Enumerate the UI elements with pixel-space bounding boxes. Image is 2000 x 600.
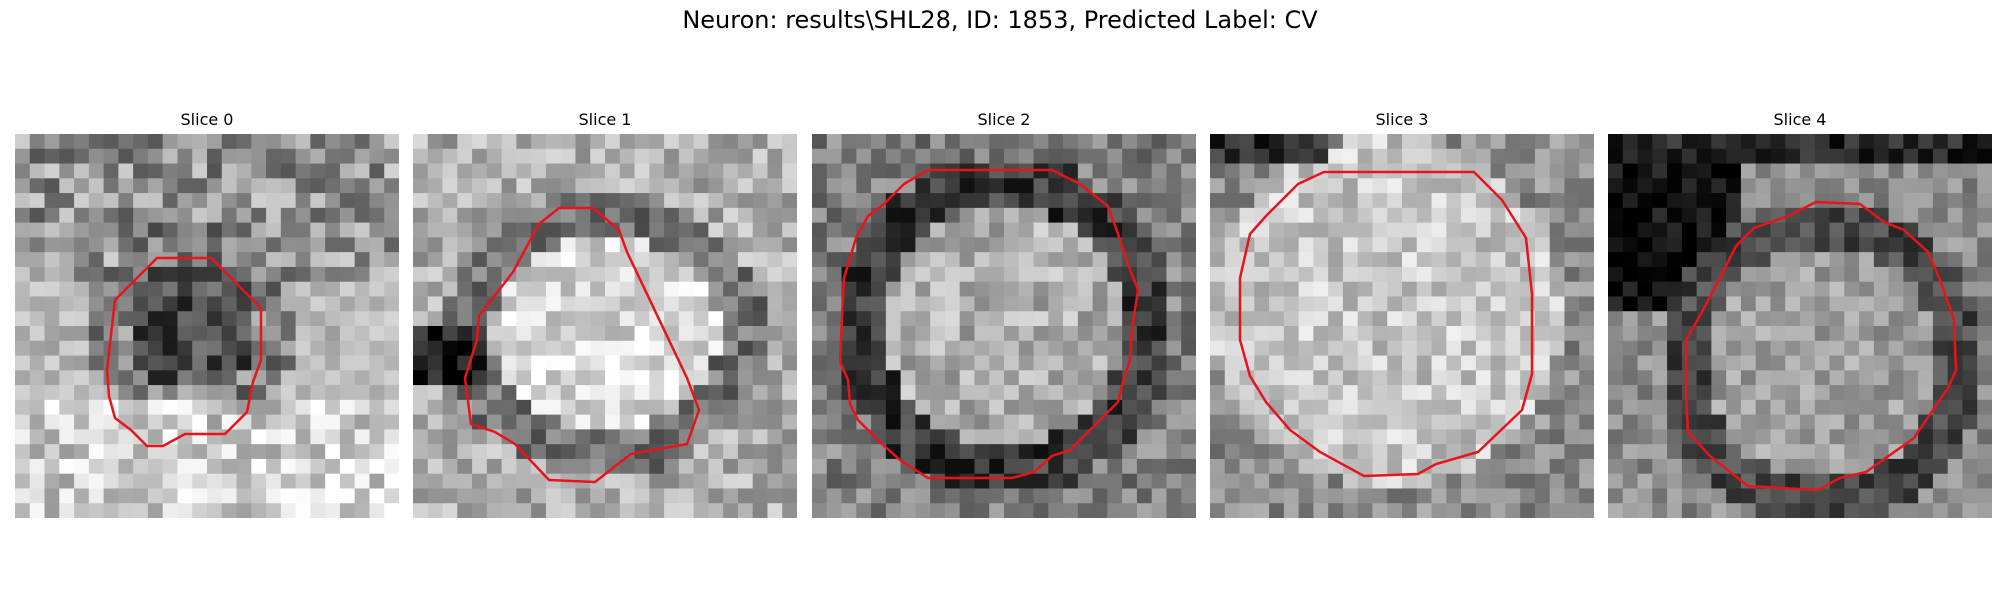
- contour-outline: [463, 206, 701, 484]
- slice-image: [812, 134, 1196, 518]
- slice-title: Slice 2: [977, 110, 1031, 129]
- grayscale-pixels: [413, 134, 797, 518]
- slice-image: [1210, 134, 1594, 518]
- slice-title: Slice 4: [1773, 110, 1827, 129]
- grayscale-pixels: [812, 134, 1196, 518]
- slice-image: [413, 134, 797, 518]
- grayscale-pixels: [15, 134, 399, 518]
- slice-title: Slice 1: [578, 110, 632, 129]
- contour-outline: [1684, 200, 1958, 492]
- slice-panel-2: Slice 2: [812, 110, 1196, 518]
- contour-outline: [838, 168, 1140, 480]
- slice-panel-4: Slice 4: [1608, 110, 1992, 518]
- slice-image: [1608, 134, 1992, 518]
- slice-panel-1: Slice 1: [413, 110, 797, 518]
- slice-image: [15, 134, 399, 518]
- contour-outline: [1238, 170, 1534, 478]
- slice-panel-0: Slice 0: [15, 110, 399, 518]
- slice-title: Slice 3: [1375, 110, 1429, 129]
- slice-panel-3: Slice 3: [1210, 110, 1594, 518]
- grayscale-pixels: [1210, 134, 1594, 518]
- slice-title: Slice 0: [180, 110, 234, 129]
- contour-outline: [105, 256, 263, 448]
- grayscale-pixels: [1608, 134, 1992, 518]
- figure-title: Neuron: results\SHL28, ID: 1853, Predict…: [682, 6, 1318, 34]
